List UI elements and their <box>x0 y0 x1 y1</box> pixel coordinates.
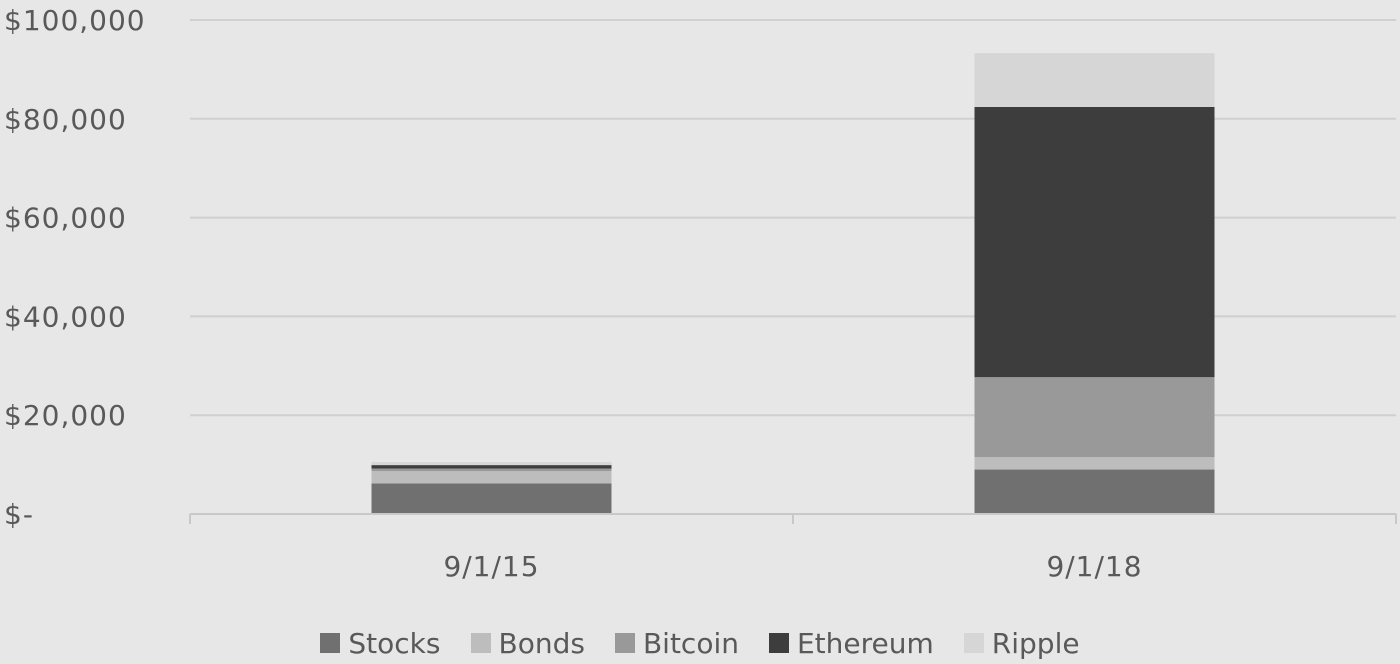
bars <box>371 53 1215 514</box>
legend-swatch <box>963 633 984 653</box>
x-tick-label: 9/1/18 <box>1046 550 1142 583</box>
legend-swatch <box>614 633 635 653</box>
legend-item-ripple: Ripple <box>963 626 1080 660</box>
tick-labels: $- $20,000 $40,000 $60,000 $80,000 $100,000 9/… <box>4 4 1142 583</box>
legend-label: Bitcoin <box>642 626 739 660</box>
legend-item-bitcoin: Bitcoin <box>614 626 739 660</box>
legend-item-stocks: Stocks <box>320 626 441 660</box>
bar-ripple-1 <box>974 53 1215 107</box>
bar-bitcoin-0 <box>371 468 612 472</box>
bar-ethereum-1 <box>974 106 1215 378</box>
stacked-bar-chart: $- $20,000 $40,000 $60,000 $80,000 $100,000 9/… <box>4 4 1397 583</box>
bar-ripple-0 <box>371 462 612 466</box>
legend-label: Bonds <box>498 626 585 660</box>
y-tick-label: $60,000 <box>4 202 127 235</box>
gridlines <box>190 19 1396 417</box>
bar-stocks-0 <box>371 483 612 514</box>
legend-item-ethereum: Ethereum <box>768 626 934 660</box>
y-tick-label: $80,000 <box>4 103 127 136</box>
bar-stocks-1 <box>974 469 1215 514</box>
bar-ethereum-0 <box>371 465 612 469</box>
bar-bitcoin-1 <box>974 377 1215 458</box>
y-tick-label: $- <box>4 498 34 531</box>
legend-item-bonds: Bonds <box>470 626 585 660</box>
legend-swatch <box>320 633 341 653</box>
bar-bonds-0 <box>371 471 612 484</box>
axes <box>189 513 1397 524</box>
y-tick-label: $100,000 <box>4 4 146 37</box>
x-tick-label: 9/1/15 <box>443 550 539 583</box>
legend: Stocks Bonds Bitcoin Ethereum Ripple <box>0 622 1400 664</box>
legend-label: Ethereum <box>796 626 934 660</box>
y-tick-label: $20,000 <box>4 399 127 432</box>
legend-label: Ripple <box>991 626 1080 660</box>
bar-bonds-1 <box>974 457 1215 470</box>
legend-swatch <box>768 633 789 653</box>
legend-swatch <box>470 633 491 653</box>
y-tick-label: $40,000 <box>4 300 127 333</box>
legend-label: Stocks <box>348 626 441 660</box>
